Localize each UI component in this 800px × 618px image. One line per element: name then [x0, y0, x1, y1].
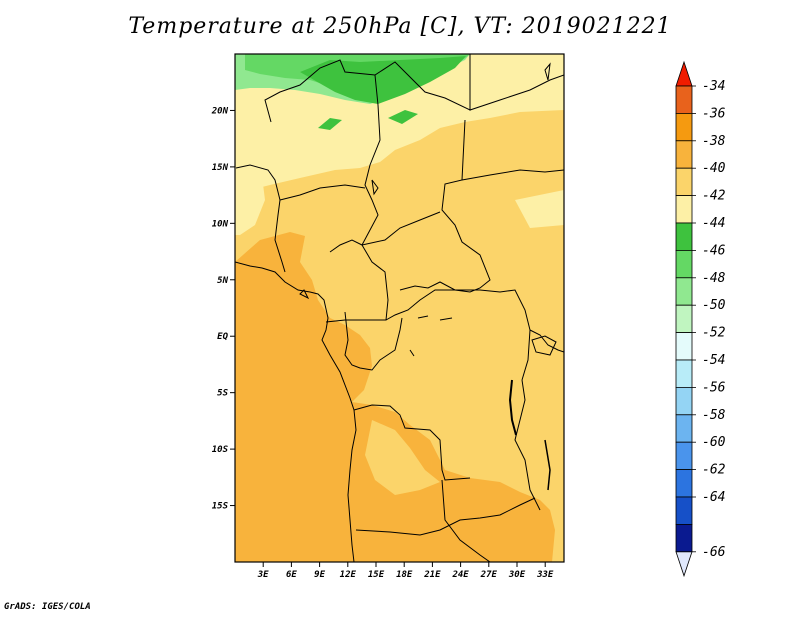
colorbar-label: -46 — [702, 243, 726, 258]
border-sudan-ethiopia — [461, 169, 564, 181]
lon-tick-label: 6E — [286, 570, 297, 580]
lon-tick-label: 24E — [451, 570, 469, 580]
colorbar-label: -42 — [702, 189, 726, 204]
border-nigeria-cameroon — [329, 239, 363, 253]
lon-tick-label: 33E — [536, 570, 554, 580]
border-angola-drc — [353, 404, 471, 481]
lat-tick-label: 5N — [217, 276, 228, 286]
colorbar-label: -44 — [702, 216, 725, 231]
lat-tick-label: EQ — [217, 332, 228, 342]
colorbar-swatch — [675, 277, 693, 306]
temperature-field — [235, 54, 564, 562]
colorbar-swatch — [675, 441, 693, 471]
lat-tick-label: 15S — [212, 502, 229, 512]
sinai-coast — [544, 62, 551, 81]
lon-tick-label: 18E — [396, 570, 413, 580]
lake-chad — [371, 179, 379, 196]
colorbar-top-cap — [675, 60, 693, 87]
colorbar-bottom-cap — [675, 551, 693, 578]
colorbar-label: -34 — [702, 79, 725, 94]
border-uganda-kenya — [529, 329, 564, 353]
colorbar-swatch — [675, 195, 693, 224]
map-frame — [234, 53, 565, 563]
colorbar-label: -38 — [702, 134, 726, 149]
colorbar-swatch — [675, 304, 693, 334]
colorbar-swatch — [675, 222, 693, 251]
colorbar: -34 -36 -38 -40 -42 -44 -46 -48 -50 -52 -54 -56 -58 -… — [675, 60, 726, 578]
lon-tick-label: 12E — [340, 570, 357, 580]
colorbar-label: -60 — [702, 435, 726, 450]
footer-credit: GrADS: IGES/COLA — [4, 602, 91, 612]
lon-tick-label: 15E — [368, 570, 385, 580]
colorbar-label: -58 — [702, 408, 726, 423]
colorbar-label: -64 — [702, 490, 725, 505]
field-band-minus42-west — [235, 150, 265, 235]
border-niger-nigeria — [279, 184, 366, 201]
field-band-minus38 — [235, 232, 555, 562]
field-island-minus40 — [365, 420, 440, 495]
border-car-north — [361, 211, 441, 246]
border-egypt-sudan — [469, 58, 564, 111]
lat-tick-label: 10S — [212, 445, 229, 455]
colorbar-label: -66 — [702, 545, 726, 560]
lat-tick-label: 5S — [217, 389, 228, 399]
lon-tick-label: 27E — [480, 570, 498, 580]
border-zambia — [441, 479, 491, 562]
colorbar-label: -40 — [702, 161, 726, 176]
bioko-island — [299, 289, 310, 300]
lon-tick-label: 3E — [257, 570, 269, 580]
border-tanzania-drc — [514, 379, 541, 511]
colorbar-swatch — [675, 332, 693, 361]
lat-tick-label: 20N — [211, 106, 229, 116]
border-gabon-congo — [344, 311, 403, 371]
border-sahara — [264, 54, 471, 123]
lake-malawi — [544, 439, 551, 491]
river-marks — [409, 315, 453, 357]
colorbar-swatch — [675, 113, 693, 142]
lon-tick-label: 30E — [508, 570, 526, 580]
colorbar-swatch — [675, 524, 693, 553]
colorbar-swatch — [675, 496, 693, 525]
colorbar-label: -52 — [702, 326, 726, 341]
field-blob-minus44-a — [318, 118, 342, 130]
colorbar-swatch — [675, 469, 693, 498]
border-chad-cameroon — [325, 74, 389, 323]
colorbar-swatch — [675, 359, 693, 388]
colorbar-swatch — [675, 85, 693, 114]
lake-tanganyika — [508, 379, 517, 436]
field-band-minus44 — [300, 56, 466, 104]
colorbar-label: -36 — [702, 106, 726, 121]
field-blob-minus44-b — [388, 110, 418, 124]
lake-victoria — [531, 335, 557, 356]
country-borders — [235, 54, 564, 562]
lon-tick-label: 21E — [423, 570, 441, 580]
field-band-minus42-east — [515, 190, 564, 228]
colorbar-label: -48 — [702, 271, 726, 286]
colorbar-label: -56 — [702, 380, 726, 395]
colorbar-label: -54 — [702, 353, 725, 368]
colorbar-swatch — [675, 140, 693, 169]
lat-tick-label: 15N — [212, 163, 229, 173]
border-namibia-angola — [355, 497, 536, 536]
colorbar-swatch — [675, 167, 693, 196]
map-axes: 20N 15N 10N 5N EQ 5S 10S 15S 3E 6E 9E 12E 15E 18E 21E 2… — [211, 106, 554, 580]
colorbar-swatch — [675, 386, 693, 416]
coastline-west — [235, 261, 357, 562]
chart-title: Temperature at 250hPa [C], VT: 201902122… — [128, 14, 672, 39]
colorbar-label: -62 — [702, 463, 726, 478]
lon-tick-label: 9E — [314, 570, 325, 580]
colorbar-swatch — [675, 249, 693, 279]
colorbar-swatch — [675, 414, 693, 443]
colorbar-label: -50 — [702, 298, 726, 313]
border-sudan-chad-car — [399, 119, 491, 293]
lat-tick-label: 10N — [212, 219, 229, 229]
